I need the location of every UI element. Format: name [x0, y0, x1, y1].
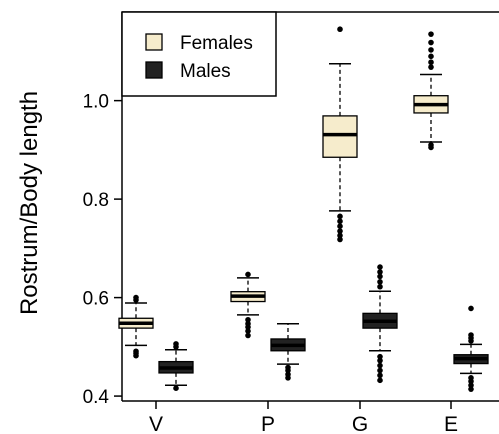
outlier-point [377, 372, 383, 379]
outlier-point [245, 332, 251, 339]
outlier-point [245, 320, 251, 327]
outlier-point [173, 385, 179, 391]
box-series [118, 26, 489, 392]
box-females-G [322, 26, 358, 243]
outlier-point [377, 367, 383, 374]
box-males-V [158, 341, 194, 391]
legend-label-males: Males [180, 61, 231, 82]
outlier-point [377, 357, 383, 364]
outlier-point [428, 59, 434, 66]
y-tick-label: 0.6 [83, 289, 109, 310]
outlier-point [468, 375, 474, 381]
outlier-point [337, 228, 343, 234]
box-males-E [453, 305, 489, 392]
outlier-point [377, 279, 383, 285]
outlier-point [428, 53, 434, 60]
outlier-point [377, 273, 383, 280]
outlier-point [245, 328, 251, 334]
outlier-point [337, 223, 343, 229]
outlier-point [337, 232, 343, 239]
outlier-point [133, 294, 139, 301]
y-axis-label: Rostrum/Body length [16, 91, 43, 315]
outlier-point [428, 47, 434, 53]
x-tick-label: V [149, 413, 163, 434]
outlier-point [428, 39, 434, 46]
y-tick-label: 0.8 [83, 190, 109, 211]
box-males-G [362, 264, 398, 384]
outlier-point [468, 386, 474, 392]
outlier-point [468, 382, 474, 389]
legend-label-females: Females [180, 33, 253, 54]
legend-swatch-males [145, 61, 163, 79]
outlier-point [377, 353, 383, 360]
box-females-P [230, 271, 266, 339]
outlier-point [285, 364, 291, 371]
outlier-point [377, 362, 383, 369]
outlier-point [428, 64, 434, 70]
x-tick-label: E [444, 413, 458, 434]
outlier-point [337, 213, 343, 220]
outlier-point [245, 271, 251, 278]
outlier-point [468, 305, 474, 312]
box-females-V [118, 294, 154, 359]
outlier-point [337, 218, 343, 225]
outlier-point [377, 264, 383, 270]
outlier-point [468, 332, 474, 338]
outlier-point [377, 269, 383, 275]
x-tick-label: G [352, 413, 368, 434]
outlier-point [428, 142, 434, 148]
x-tick-label: P [261, 413, 275, 434]
outlier-point [377, 377, 383, 384]
outlier-point [377, 283, 383, 290]
y-tick-label: 0.4 [83, 387, 110, 408]
outlier-point [133, 348, 139, 355]
outlier-point [285, 371, 291, 378]
box-females-E [413, 31, 449, 151]
outlier-point [428, 31, 434, 37]
box-iqr [322, 115, 358, 158]
outlier-point [337, 236, 343, 243]
outlier-point [337, 26, 343, 33]
legend-box [121, 11, 277, 97]
legend: Females Males [121, 11, 277, 97]
outlier-point [245, 316, 251, 323]
axes: 0.4 0.6 0.8 1.0 V P G E [83, 11, 499, 434]
box-males-P [270, 322, 306, 381]
y-tick-label: 1.0 [83, 92, 109, 113]
outlier-point [173, 341, 179, 347]
legend-swatch-females [145, 33, 163, 51]
